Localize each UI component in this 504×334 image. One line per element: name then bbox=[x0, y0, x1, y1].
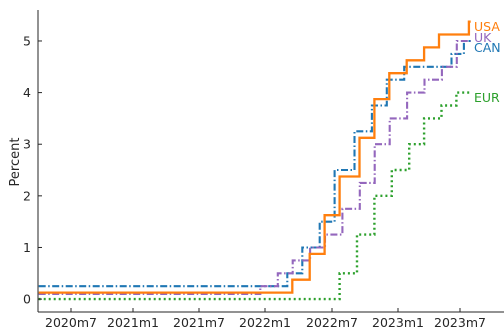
plot-area bbox=[37, 10, 504, 313]
y-tick-label: 5 bbox=[23, 33, 31, 48]
y-tick-label: 3 bbox=[23, 137, 31, 152]
series-layer bbox=[38, 20, 471, 301]
series-line-usa bbox=[38, 20, 471, 294]
series-line-uk bbox=[38, 39, 471, 295]
y-tick-label: 0 bbox=[23, 292, 31, 307]
series-label-eur: EUR bbox=[474, 90, 500, 105]
x-tick-label: 2023m1 bbox=[372, 315, 424, 330]
y-axis-label: Percent bbox=[8, 138, 23, 187]
x-tick-label: 2021m1 bbox=[107, 315, 159, 330]
series-line-eur bbox=[38, 91, 471, 301]
y-tick-label: 1 bbox=[23, 240, 31, 255]
x-tick-label: 2022m7 bbox=[306, 315, 358, 330]
x-axis-ticks: 2020m7 2021m1 2021m7 2022m1 2022m7 2023m1 2023… bbox=[45, 308, 486, 330]
y-axis-ticks: 0 1 2 3 4 5 bbox=[23, 33, 42, 307]
series-label-can: CAN bbox=[474, 40, 501, 55]
x-tick-label: 2022m1 bbox=[239, 315, 291, 330]
series-label-usa: USA bbox=[474, 19, 500, 34]
series-line-can bbox=[38, 39, 471, 288]
x-tick-label: 2021m7 bbox=[173, 315, 225, 330]
y-tick-label: 4 bbox=[23, 85, 31, 100]
y-tick-label: 2 bbox=[23, 188, 31, 203]
series-label-uk: UK bbox=[474, 30, 492, 45]
x-tick-label: 2023m7 bbox=[434, 315, 486, 330]
x-tick-label: 2020m7 bbox=[45, 315, 97, 330]
